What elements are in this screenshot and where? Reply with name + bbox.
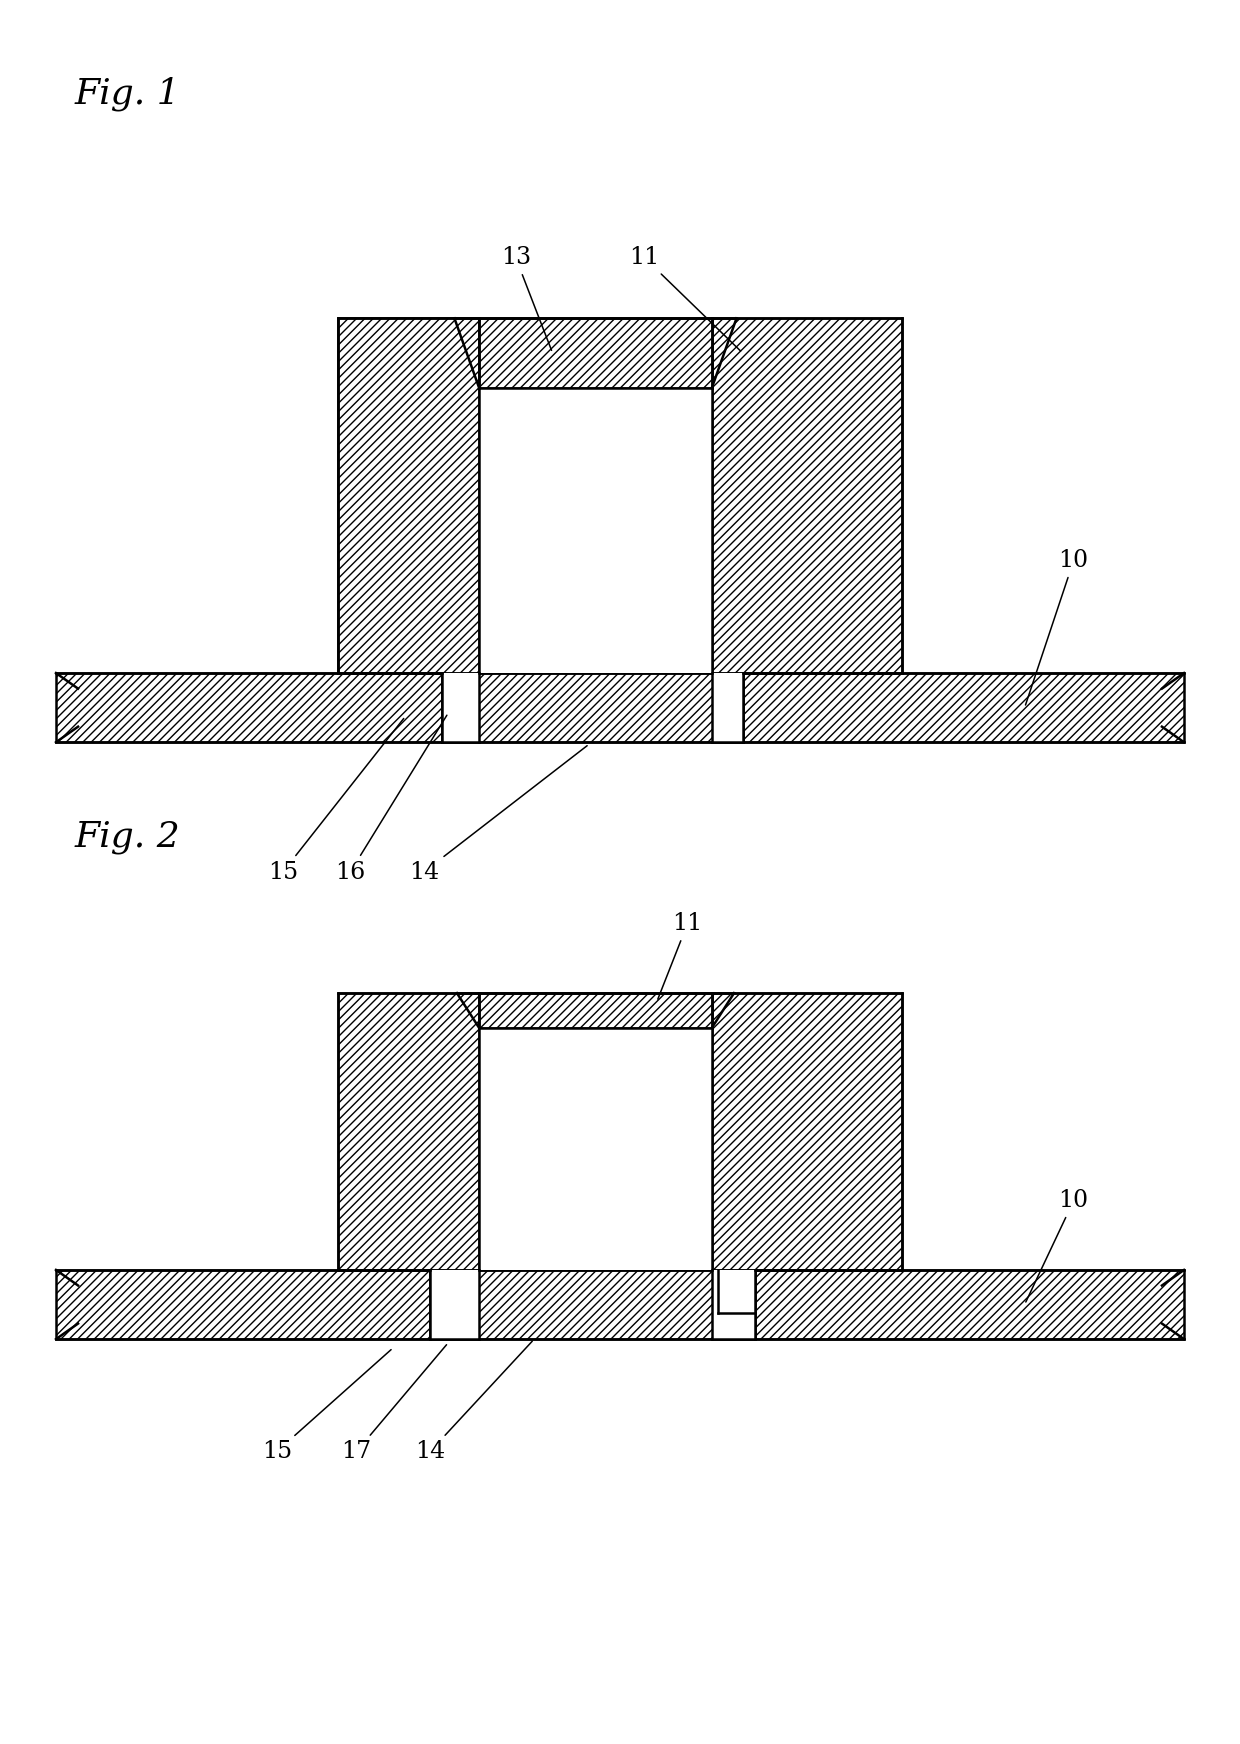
Polygon shape [339,319,479,673]
Polygon shape [479,319,712,387]
Text: 11: 11 [657,912,703,999]
Polygon shape [712,319,901,673]
Text: 16: 16 [335,715,446,884]
Polygon shape [479,1027,712,1270]
Polygon shape [743,673,1184,743]
Polygon shape [712,992,901,1270]
Text: 14: 14 [415,1341,532,1463]
Polygon shape [479,992,712,1027]
Polygon shape [430,1270,479,1339]
Text: 15: 15 [262,1350,391,1463]
Polygon shape [430,1270,755,1339]
Polygon shape [712,673,743,743]
Polygon shape [56,1270,430,1339]
Polygon shape [339,319,479,673]
Polygon shape [755,1270,1184,1339]
Polygon shape [339,992,479,1270]
Text: 11: 11 [630,246,740,351]
Text: 14: 14 [409,746,588,884]
Text: 13: 13 [501,246,552,351]
Polygon shape [712,1270,755,1339]
Polygon shape [56,673,443,743]
Text: 15: 15 [268,719,404,884]
Text: Fig. 2: Fig. 2 [74,820,180,855]
Polygon shape [443,673,743,743]
Text: Fig. 1: Fig. 1 [74,77,180,110]
Text: 10: 10 [1025,1189,1089,1303]
Polygon shape [443,673,479,743]
Text: 10: 10 [1025,549,1089,705]
Text: 17: 17 [341,1345,446,1463]
Polygon shape [479,387,712,673]
